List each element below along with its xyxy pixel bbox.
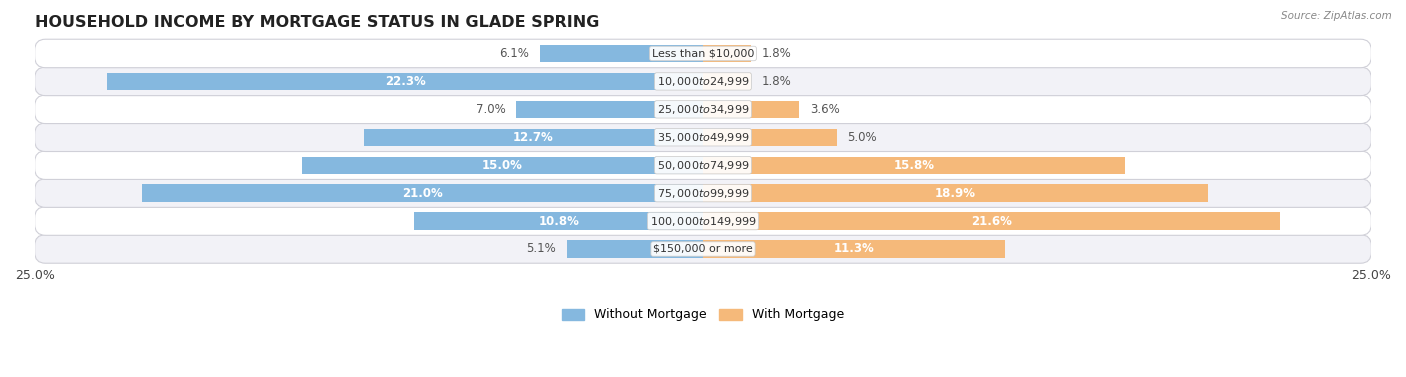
FancyBboxPatch shape	[35, 151, 1371, 179]
Legend: Without Mortgage, With Mortgage: Without Mortgage, With Mortgage	[562, 308, 844, 322]
Text: 15.8%: 15.8%	[894, 159, 935, 172]
Text: 10.8%: 10.8%	[538, 215, 579, 228]
FancyBboxPatch shape	[35, 235, 1371, 263]
Bar	[415, 212, 703, 230]
Text: 6.1%: 6.1%	[499, 47, 529, 60]
Bar	[703, 129, 837, 146]
Text: 18.9%: 18.9%	[935, 187, 976, 200]
Bar	[703, 184, 1208, 202]
Bar	[567, 240, 703, 257]
Text: 5.1%: 5.1%	[526, 242, 555, 256]
Text: $75,000 to $99,999: $75,000 to $99,999	[657, 187, 749, 200]
Text: Source: ZipAtlas.com: Source: ZipAtlas.com	[1281, 11, 1392, 21]
Text: 3.6%: 3.6%	[810, 103, 839, 116]
FancyBboxPatch shape	[35, 67, 1371, 96]
Text: Less than $10,000: Less than $10,000	[652, 49, 754, 58]
Text: $10,000 to $24,999: $10,000 to $24,999	[657, 75, 749, 88]
Bar	[703, 73, 751, 90]
Text: $25,000 to $34,999: $25,000 to $34,999	[657, 103, 749, 116]
Bar	[703, 212, 1281, 230]
FancyBboxPatch shape	[35, 179, 1371, 207]
Bar	[703, 156, 1125, 174]
FancyBboxPatch shape	[35, 123, 1371, 152]
Bar	[302, 156, 703, 174]
FancyBboxPatch shape	[35, 207, 1371, 235]
Text: 11.3%: 11.3%	[834, 242, 875, 256]
FancyBboxPatch shape	[35, 39, 1371, 68]
Text: 7.0%: 7.0%	[475, 103, 505, 116]
Text: 1.8%: 1.8%	[762, 75, 792, 88]
Bar	[142, 184, 703, 202]
Text: 15.0%: 15.0%	[482, 159, 523, 172]
Text: HOUSEHOLD INCOME BY MORTGAGE STATUS IN GLADE SPRING: HOUSEHOLD INCOME BY MORTGAGE STATUS IN G…	[35, 15, 599, 30]
Text: 21.6%: 21.6%	[972, 215, 1012, 228]
Bar	[516, 101, 703, 118]
Text: $150,000 or more: $150,000 or more	[654, 244, 752, 254]
Text: 5.0%: 5.0%	[848, 131, 877, 144]
Text: 12.7%: 12.7%	[513, 131, 554, 144]
Bar	[364, 129, 703, 146]
Text: 21.0%: 21.0%	[402, 187, 443, 200]
Bar	[703, 45, 751, 62]
Bar	[107, 73, 703, 90]
Text: $100,000 to $149,999: $100,000 to $149,999	[650, 215, 756, 228]
FancyBboxPatch shape	[35, 95, 1371, 124]
Text: 1.8%: 1.8%	[762, 47, 792, 60]
Bar	[540, 45, 703, 62]
Bar	[703, 240, 1005, 257]
Text: $35,000 to $49,999: $35,000 to $49,999	[657, 131, 749, 144]
Text: 22.3%: 22.3%	[385, 75, 426, 88]
Bar	[703, 101, 799, 118]
Text: $50,000 to $74,999: $50,000 to $74,999	[657, 159, 749, 172]
